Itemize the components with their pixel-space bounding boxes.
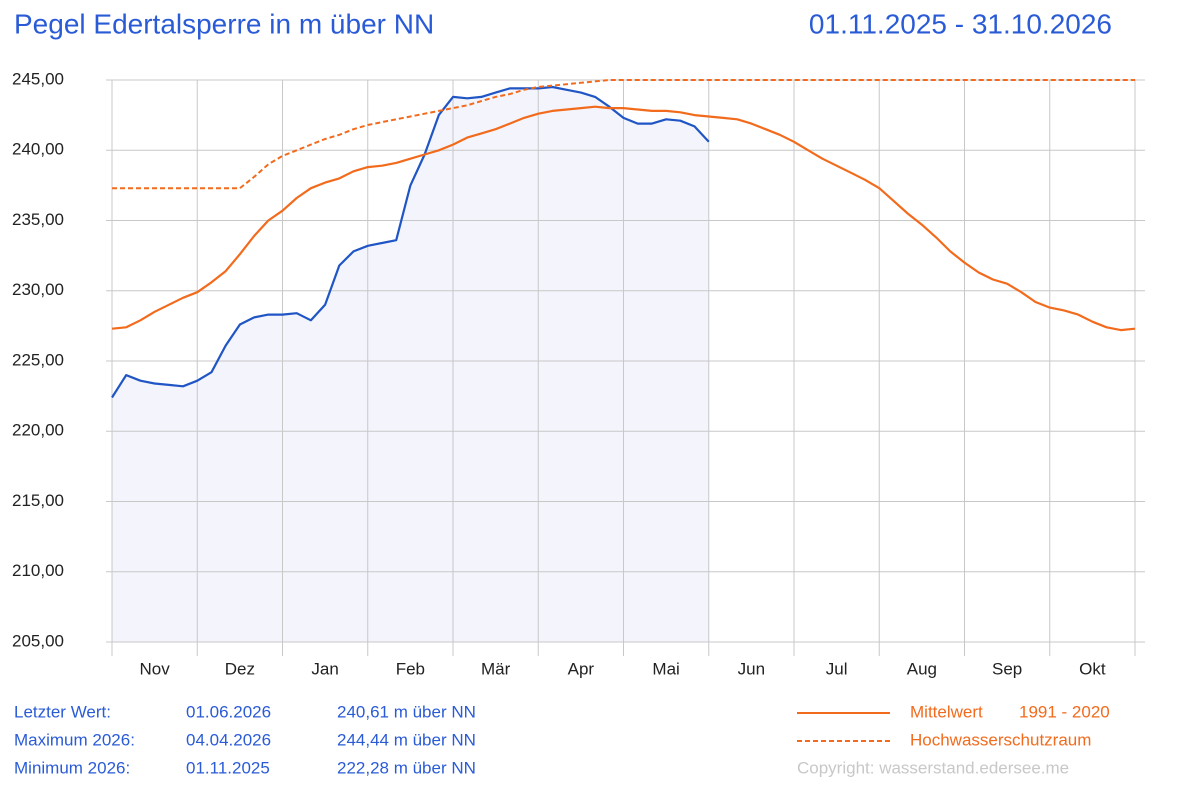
x-tick-label: Jan <box>311 659 338 678</box>
stat-value: 240,61 m über NN <box>337 702 476 721</box>
x-tick-label: Aug <box>907 659 937 678</box>
y-tick-label: 245,00 <box>12 69 64 88</box>
x-tick-label: Nov <box>140 659 171 678</box>
legend-label: Hochwasserschutzraum <box>910 730 1091 749</box>
x-tick-label: Apr <box>568 659 595 678</box>
stat-value: 244,44 m über NN <box>337 730 476 749</box>
date-range: 01.11.2025 - 31.10.2026 <box>809 8 1112 39</box>
series-line <box>111 105 1136 332</box>
legend-label: Mittelwert <box>910 702 983 721</box>
copyright: Copyright: wasserstand.edersee.me <box>797 758 1069 777</box>
stat-label: Maximum 2026: <box>14 730 135 749</box>
x-tick-label: Mai <box>652 659 679 678</box>
series-line <box>112 79 1135 190</box>
x-tick-label: Dez <box>225 659 255 678</box>
x-tick-label: Jun <box>738 659 765 678</box>
x-tick-label: Jul <box>826 659 848 678</box>
stat-value: 222,28 m über NN <box>337 758 476 777</box>
y-tick-label: 210,00 <box>12 561 64 580</box>
series-area <box>112 87 709 642</box>
stat-label: Letzter Wert: <box>14 702 111 721</box>
y-tick-label: 240,00 <box>12 140 64 159</box>
stat-date: 04.04.2026 <box>186 730 271 749</box>
series-line <box>111 85 710 399</box>
y-tick-label: 220,00 <box>12 421 64 440</box>
x-tick-label: Sep <box>992 659 1022 678</box>
y-tick-label: 230,00 <box>12 280 64 299</box>
y-tick-label: 235,00 <box>12 210 64 229</box>
x-tick-label: Feb <box>396 659 425 678</box>
legend-note: 1991 - 2020 <box>1019 702 1110 721</box>
stat-label: Minimum 2026: <box>14 758 130 777</box>
x-tick-label: Mär <box>481 659 511 678</box>
chart-title: Pegel Edertalsperre in m über NN <box>14 8 434 39</box>
y-tick-label: 205,00 <box>12 631 64 650</box>
y-tick-label: 225,00 <box>12 350 64 369</box>
x-tick-label: Okt <box>1079 659 1106 678</box>
y-tick-label: 215,00 <box>12 491 64 510</box>
stat-date: 01.11.2025 <box>186 758 270 777</box>
stat-date: 01.06.2026 <box>186 702 271 721</box>
